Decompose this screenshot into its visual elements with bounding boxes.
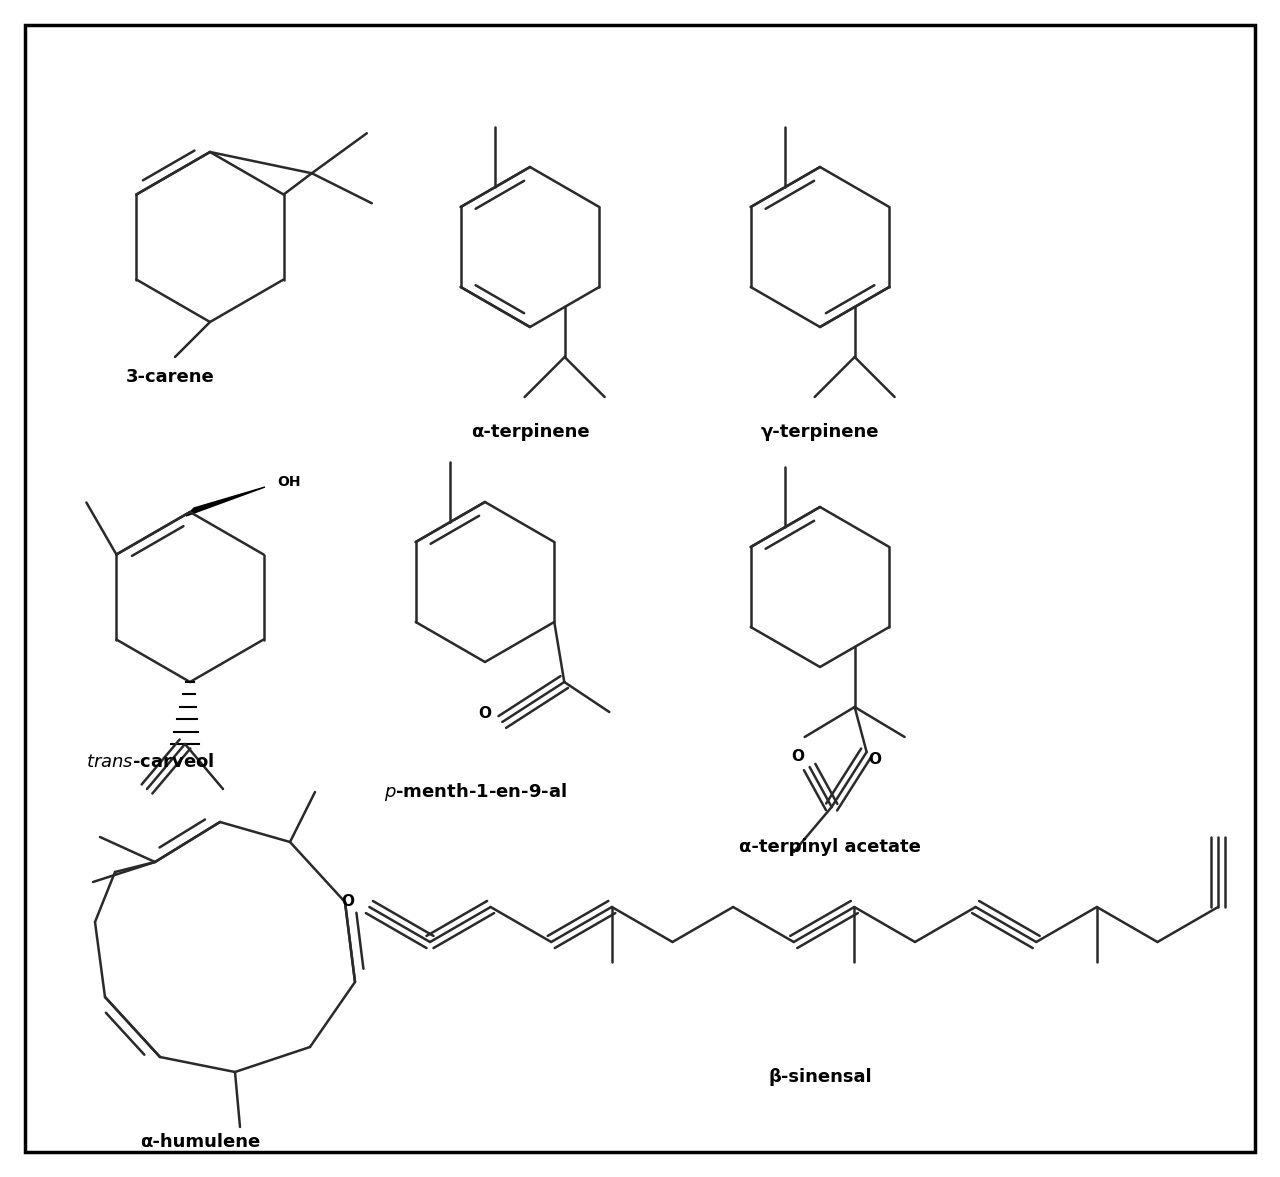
Text: O: O bbox=[791, 750, 804, 765]
Text: α-terpinene: α-terpinene bbox=[471, 423, 589, 441]
Text: O: O bbox=[477, 706, 490, 722]
Text: 3-carene: 3-carene bbox=[125, 368, 214, 386]
Text: γ-terpinene: γ-terpinene bbox=[760, 423, 879, 441]
Text: O: O bbox=[868, 752, 881, 767]
Text: $\it{trans}$-carveol: $\it{trans}$-carveol bbox=[86, 753, 214, 771]
Text: β-sinensal: β-sinensal bbox=[768, 1068, 872, 1086]
Text: α-terpinyl acetate: α-terpinyl acetate bbox=[739, 838, 920, 856]
Text: O: O bbox=[340, 895, 353, 910]
Text: α-humulene: α-humulene bbox=[140, 1133, 260, 1151]
Polygon shape bbox=[186, 487, 265, 516]
Text: OH: OH bbox=[276, 476, 301, 488]
Text: $p$-menth-1-en-9-al: $p$-menth-1-en-9-al bbox=[384, 782, 567, 803]
